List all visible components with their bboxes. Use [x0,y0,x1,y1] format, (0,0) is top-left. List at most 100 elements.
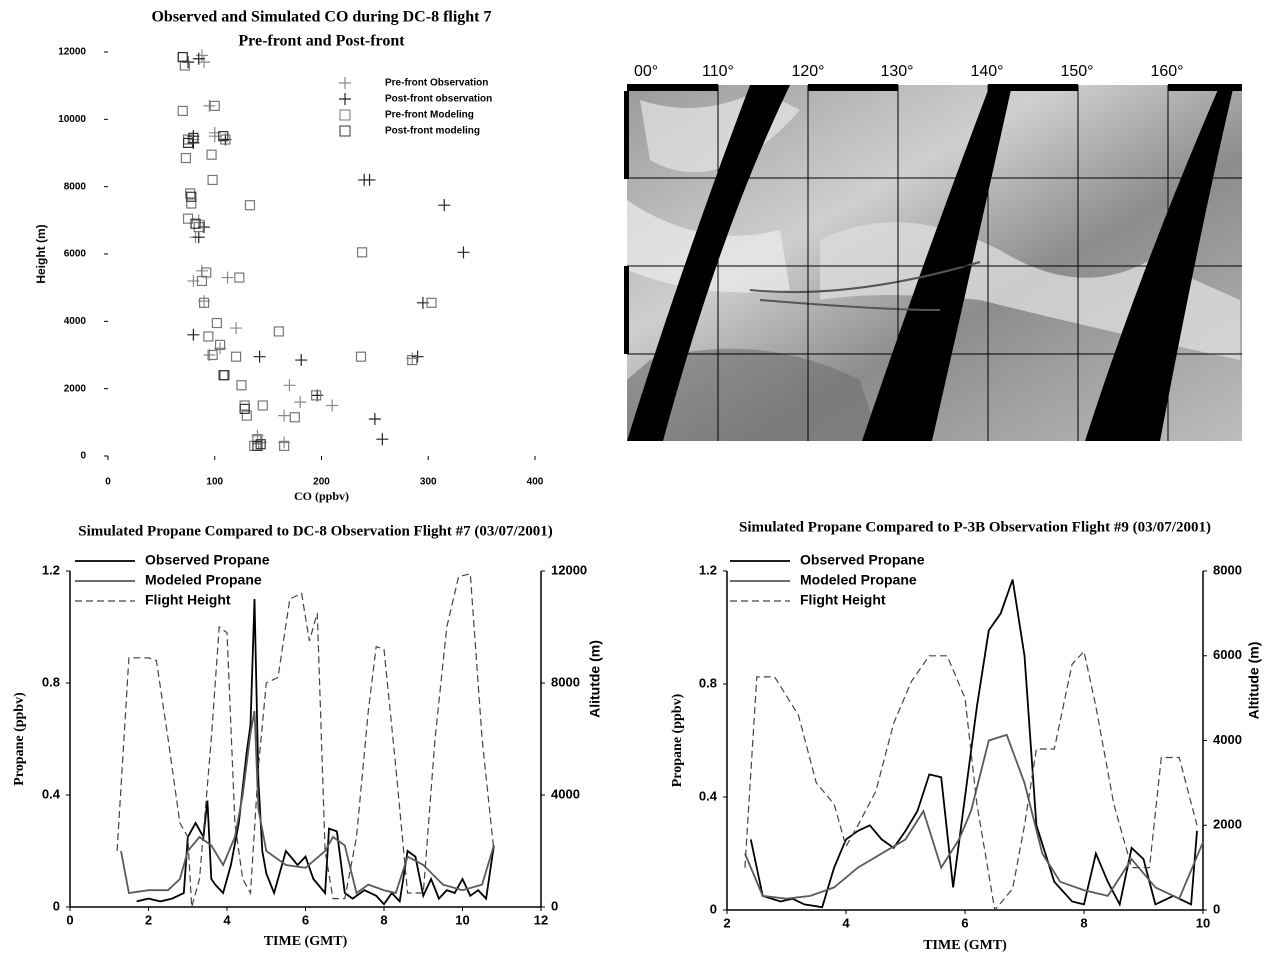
y-axis-label: Propane (ppbv) [12,692,27,786]
marker-square [186,191,197,202]
chart: Simulated Propane Compared to DC-8 Obser… [12,523,602,949]
marker-plus [438,199,451,212]
longitude-label: 160° [1150,63,1183,80]
marker-square [177,51,188,63]
y-tick-label: 0 [80,451,86,462]
marker-square [231,351,242,362]
series-line [744,733,1204,900]
marker-plus [192,52,205,65]
y-tick-label: 1.2 [699,562,717,577]
marker-square [244,200,256,211]
marker-plus [376,433,389,446]
marker-plus [198,56,211,69]
series-line [749,579,1198,909]
longitude-label: 150° [1060,63,1093,80]
marker-plus [203,99,216,112]
marker-plus [192,214,205,227]
y-tick-label: 0.4 [699,788,718,803]
marker-square [211,317,222,329]
x-tick-label: 2 [145,912,152,927]
chart-subtitle: Pre-front and Post-front [238,33,405,50]
y-axis-label: Height (m) [34,224,48,283]
marker-plus [368,412,381,425]
marker-square [201,267,212,278]
marker-square [273,326,284,337]
y2-tick-label: 0 [551,898,558,913]
marker-square [289,412,300,423]
marker-square [279,440,290,451]
legend-marker [339,93,351,105]
legend-label: Flight Height [145,592,231,608]
legend-label: Observed Propane [800,552,925,568]
orbit-gap [1085,85,1234,441]
x-tick-label: 300 [420,477,437,488]
y-tick-label: 12000 [58,47,86,58]
marker-plus [294,396,307,409]
y2-tick-label: 8000 [551,674,580,689]
series-line [136,598,495,906]
x-tick-label: 100 [206,477,223,488]
x-tick-label: 12 [534,912,548,927]
chart: Simulated Propane Compared to P-3B Obser… [670,519,1261,953]
chart-title: Simulated Propane Compared to DC-8 Obser… [78,523,552,539]
marker-square [186,198,197,209]
y-tick-label: 0 [710,901,717,916]
marker-plus [457,246,470,259]
y2-axis-label: Alitutde (m) [587,640,603,718]
longitude-label: 120° [791,63,824,80]
chart-title: Observed and Simulated CO during DC-8 fl… [151,9,491,26]
x-tick-label: 0 [66,912,73,927]
longitude-label: 140° [970,63,1003,80]
marker-square [209,100,220,111]
marker-square [182,137,194,148]
legend-marker [339,109,351,121]
marker-plus [195,49,208,62]
frame-segment [988,84,1078,91]
marker-square [177,105,188,117]
y2-tick-label: 4000 [551,786,580,801]
x-axis-label: TIME (GMT) [264,934,348,949]
y-tick-label: 6000 [64,249,87,260]
marker-square [407,354,418,366]
marker-square [177,51,188,63]
marker-plus [230,322,243,335]
y2-tick-label: 0 [1213,901,1220,916]
x-tick-label: 8 [1080,915,1087,930]
y2-tick-label: 6000 [1213,647,1242,662]
marker-plus [192,231,205,244]
x-tick-label: 200 [313,477,330,488]
x-tick-label: 0 [105,477,111,488]
y-tick-label: 4000 [64,316,87,327]
marker-plus [253,350,266,363]
legend-label: Flight Height [800,592,886,608]
x-tick-label: 10 [455,912,469,927]
chart-title: Simulated Propane Compared to P-3B Obser… [739,519,1211,535]
marker-square [257,400,268,411]
marker-square [236,380,247,391]
legend-marker [339,125,351,137]
y2-tick-label: 2000 [1213,817,1242,832]
legend-label: Pre-front Modeling [385,110,474,121]
longitude-label: 00° [634,63,658,80]
y-axis-label: Propane (ppbv) [670,693,685,787]
marker-square [207,174,218,186]
marker-square [203,331,214,342]
y-tick-label: 1.2 [42,562,60,577]
legend-label: Modeled Propane [800,572,917,588]
orbit-gap [627,85,790,441]
marker-plus [295,354,308,367]
frame-segment [1168,84,1242,91]
marker-square [198,297,210,308]
marker-square [193,221,204,233]
marker-square [239,403,250,414]
x-tick-label: 4 [223,912,231,927]
x-tick-label: 6 [302,912,309,927]
series-line [120,710,495,895]
marker-plus [187,328,200,341]
series-line [744,650,1198,912]
marker-square [219,370,230,381]
marker-square [356,247,368,258]
x-tick-label: 2 [723,915,730,930]
